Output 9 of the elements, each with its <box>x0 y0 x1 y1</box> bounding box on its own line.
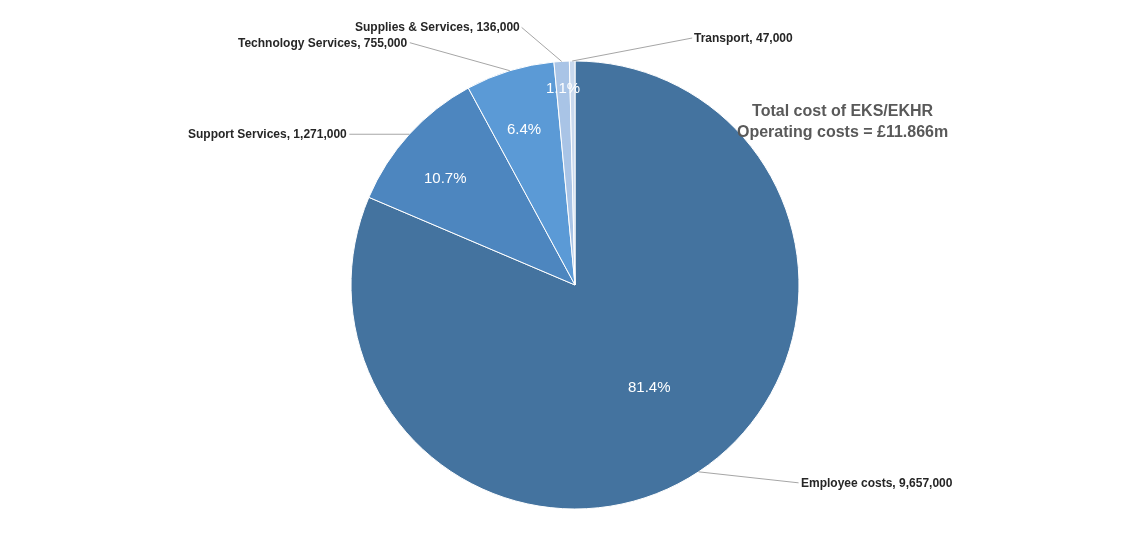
data-label: 81.4% <box>628 378 671 395</box>
slice-label: Employee costs, 9,657,000 <box>801 476 953 490</box>
slice-label: Transport, 47,000 <box>694 31 794 45</box>
data-label: 10.7% <box>424 169 467 186</box>
slice-label: Support Services, 1,271,000 <box>188 127 348 141</box>
data-label: 6.4% <box>507 120 542 137</box>
slice-label: Supplies & Services, 136,000 <box>355 20 521 34</box>
slice-label: Technology Services, 755,000 <box>238 36 408 50</box>
text: Total cost of EKS/EKHR Operating costs = £11.866m <box>737 102 949 140</box>
